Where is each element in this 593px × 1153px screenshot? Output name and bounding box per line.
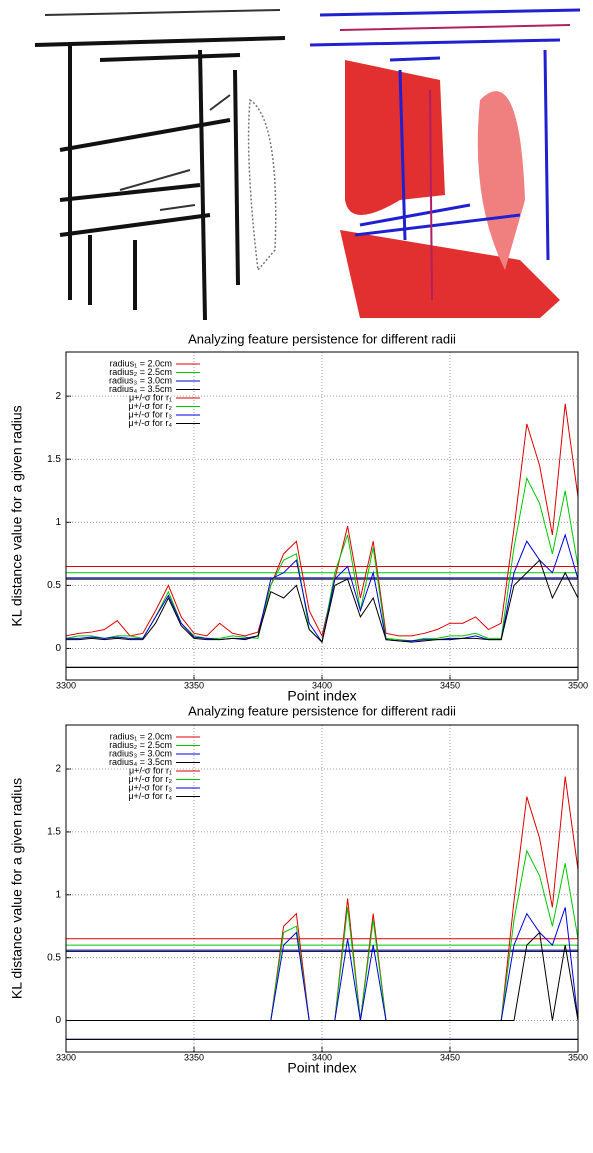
y-axis-label: KL distance value for a given radius: [9, 778, 25, 999]
chart-title: Analyzing feature persistence for differ…: [188, 703, 456, 718]
x-tick-label: 3350: [184, 1052, 204, 1062]
y-tick-label: 1: [55, 889, 61, 900]
y-tick-label: 0.5: [47, 580, 61, 591]
y-tick-label: 1.5: [47, 827, 61, 838]
series-line: [66, 907, 578, 1020]
x-tick-label: 3400: [312, 1052, 332, 1062]
y-tick-label: 0.5: [47, 952, 61, 963]
x-tick-label: 3500: [568, 1052, 588, 1062]
figure: Analyzing feature persistence for differ…: [0, 0, 593, 1153]
x-tick-label: 3300: [56, 1052, 76, 1062]
x-tick-label: 3400: [312, 680, 332, 690]
x-tick-label: 3300: [56, 680, 76, 690]
y-tick-label: 1.5: [47, 454, 61, 465]
chart-title: Analyzing feature persistence for differ…: [188, 331, 456, 346]
y-tick-label: 2: [55, 764, 61, 775]
x-tick-label: 3350: [184, 680, 204, 690]
legend-label: μ+/-σ for r₄: [128, 791, 172, 801]
x-tick-label: 3500: [568, 680, 588, 690]
y-axis-label: KL distance value for a given radius: [9, 405, 25, 626]
series-line: [66, 535, 578, 642]
y-tick-label: 0: [55, 643, 61, 654]
y-tick-label: 0: [55, 1015, 61, 1026]
x-tick-label: 3450: [440, 1052, 460, 1062]
point-cloud-left: [30, 0, 292, 325]
y-tick-label: 1: [55, 517, 61, 528]
x-tick-label: 3450: [440, 680, 460, 690]
y-tick-label: 2: [55, 391, 61, 402]
legend-label: μ+/-σ for r₄: [128, 418, 172, 428]
point-cloud-right: [310, 10, 580, 318]
